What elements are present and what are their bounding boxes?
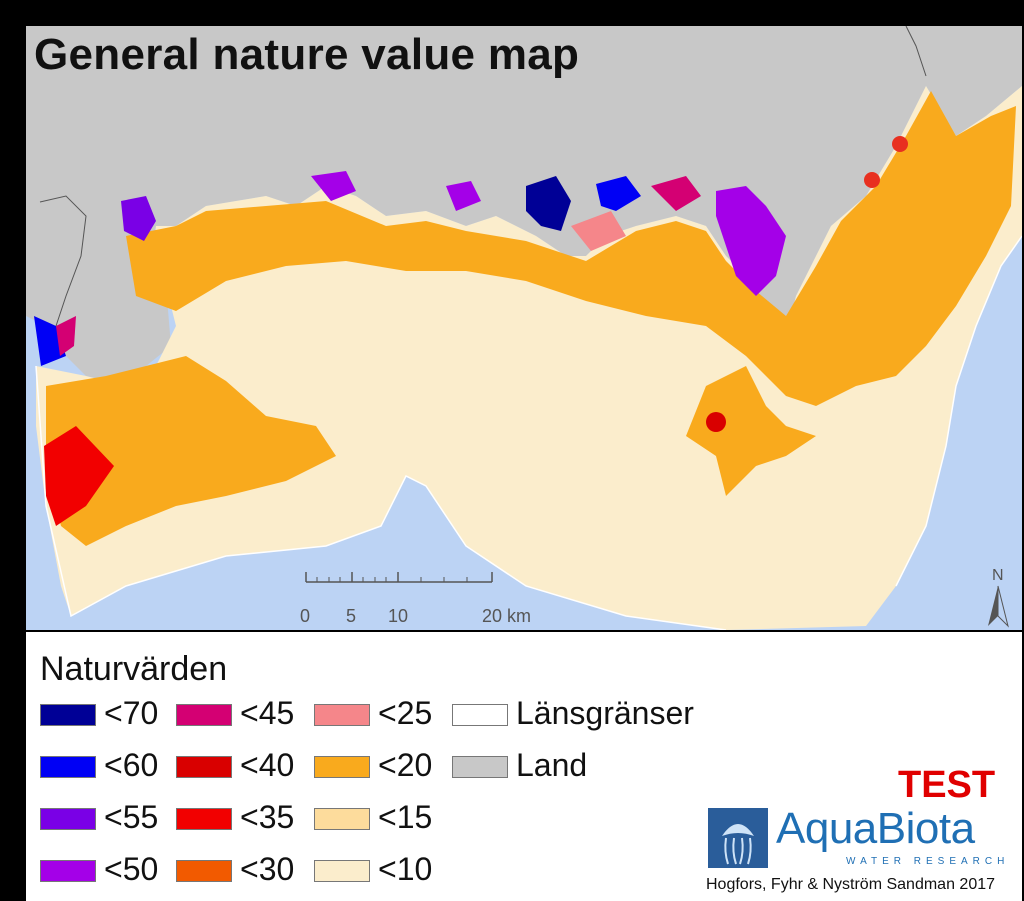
north-label: N — [992, 567, 1004, 584]
legend-label: <40 — [240, 747, 295, 783]
scale-bar: 0 5 10 20 km — [300, 572, 531, 626]
test-label: TEST — [898, 764, 996, 806]
legend-label: <70 — [104, 695, 159, 731]
legend-panel: Naturvärden <70 <60 <55 <50 <45 <40 <35 … — [26, 632, 1022, 901]
value-area-blue — [526, 176, 571, 231]
legend-swatch — [176, 756, 232, 778]
legend-label: <20 — [378, 747, 433, 783]
legend-swatch — [314, 860, 370, 882]
scale-tick-label: 0 — [300, 606, 310, 626]
legend-label: <15 — [378, 799, 433, 835]
value-area-red-polygon — [44, 426, 114, 526]
value-area-magenta — [651, 176, 701, 211]
legend-label: <45 — [240, 695, 295, 731]
legend-swatch — [40, 860, 96, 882]
legend-label: <30 — [240, 851, 295, 887]
hotspot-red — [864, 172, 880, 188]
aquabiota-logo-icon — [708, 808, 768, 868]
legend-swatch — [314, 756, 370, 778]
legend-swatch — [314, 808, 370, 830]
legend-label: <60 — [104, 747, 159, 783]
hotspot-red — [892, 136, 908, 152]
county-border — [35, 365, 727, 630]
value-area-purple — [311, 171, 356, 201]
legend-swatch — [40, 808, 96, 830]
county-border — [39, 195, 87, 327]
legend-swatch — [40, 704, 96, 726]
scale-tick-label: 20 km — [482, 606, 531, 626]
legend-label: <55 — [104, 799, 159, 835]
legend-label: <25 — [378, 695, 433, 731]
map-canvas: 0 5 10 20 km N — [26, 26, 1022, 630]
county-border — [895, 235, 1022, 587]
value-area-mid-e — [686, 366, 816, 496]
value-area-pink — [571, 211, 626, 251]
jellyfish-icon — [708, 808, 768, 868]
legend-label: <10 — [378, 851, 433, 887]
legend-swatch — [452, 704, 508, 726]
scale-tick-label: 5 — [346, 606, 356, 626]
map-title: General nature value map — [34, 30, 580, 79]
legend-swatch — [452, 756, 508, 778]
value-area-mid-sw — [46, 356, 336, 546]
north-arrow-icon: N — [988, 567, 1009, 628]
hotspot-red — [706, 412, 726, 432]
map-panel: 0 5 10 20 km N — [26, 26, 1022, 630]
value-area-purple — [716, 186, 786, 296]
value-area-mid — [126, 91, 1016, 406]
legend-label: <35 — [240, 799, 295, 835]
value-area-purple — [121, 196, 156, 241]
county-border — [905, 26, 927, 77]
legend-swatch — [40, 756, 96, 778]
legend-swatch — [176, 808, 232, 830]
value-area-magenta — [56, 316, 76, 356]
scale-tick-label: 10 — [388, 606, 408, 626]
legend-label: Land — [516, 747, 588, 783]
value-area-blue — [34, 316, 66, 366]
logo-text: AquaBiota — [776, 804, 975, 853]
legend-label: Länsgränser — [516, 695, 694, 731]
value-area-purple — [446, 181, 481, 211]
legend-title: Naturvärden — [40, 650, 228, 688]
credit-text: Hogfors, Fyhr & Nyström Sandman 2017 — [706, 876, 996, 893]
logo-subtext: WATER RESEARCH — [846, 856, 1010, 867]
legend-label: <50 — [104, 851, 159, 887]
value-area-blue — [596, 176, 641, 211]
land-area — [26, 26, 1022, 386]
legend-swatch — [176, 860, 232, 882]
legend-swatch — [314, 704, 370, 726]
legend-swatch — [176, 704, 232, 726]
